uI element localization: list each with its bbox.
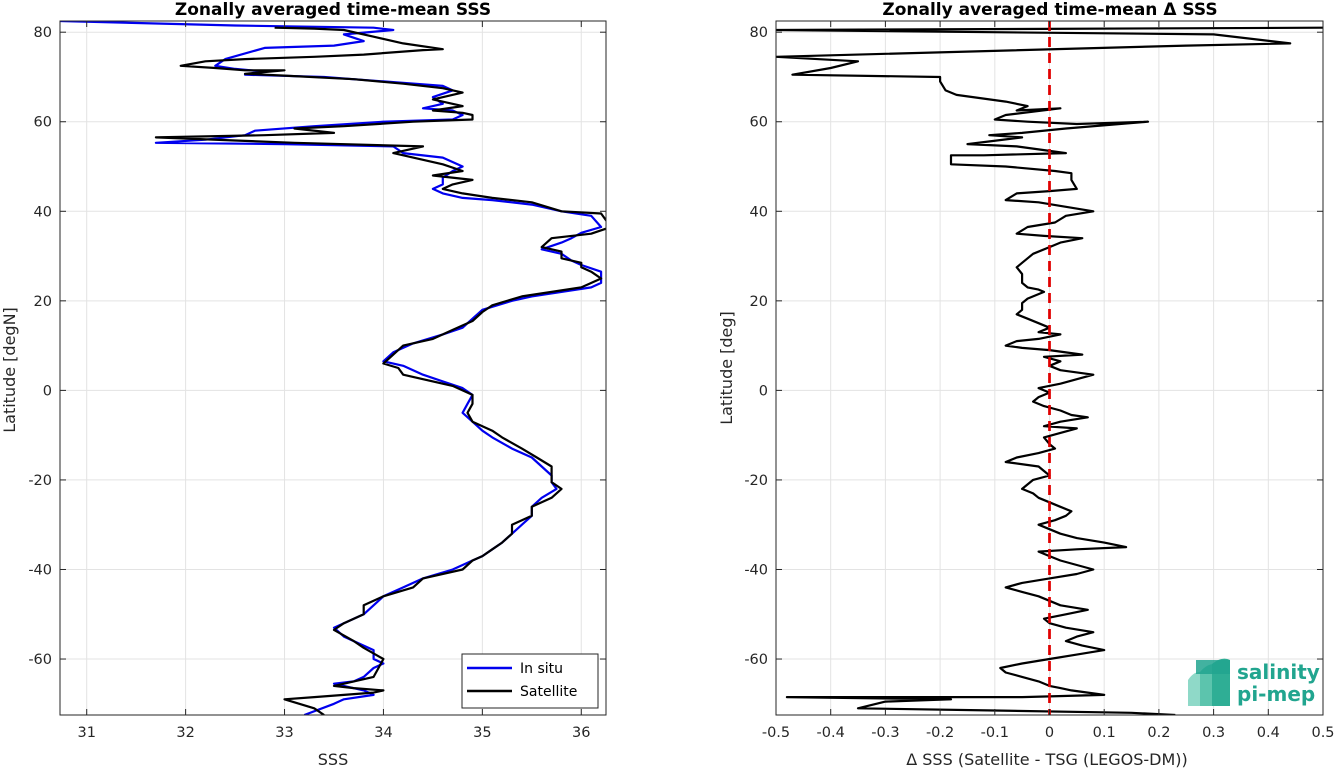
chart-delta-sss-xtick-label: 0.4 — [1257, 725, 1280, 741]
chart-sss-series — [60, 21, 606, 715]
chart-sss-ytick-label: -40 — [28, 562, 52, 578]
chart-delta-sss-xtick-label: 0.2 — [1147, 725, 1170, 741]
chart-sss-xtick-label: 36 — [572, 725, 590, 741]
chart-delta-sss-ytick-label: 20 — [750, 294, 768, 310]
logo-wave-icon — [1188, 658, 1230, 706]
chart-sss-ticks: 31 32 33 34 35 36 -60 -40 -20 0 20 40 60 80 — [28, 21, 606, 741]
chart-sss-xtick-label: 34 — [374, 725, 392, 741]
chart-delta-sss-ytick-label: 80 — [750, 25, 768, 41]
chart-delta-sss-xlabel: Δ SSS (Satellite - TSG (LEGOS-DM)) — [906, 750, 1188, 769]
chart-delta-sss-xtick-label: -0.1 — [981, 725, 1009, 741]
chart-delta-sss-series-delta — [776, 26, 1323, 715]
chart-delta-sss-ytick-label: -40 — [744, 562, 768, 578]
chart-sss-ylabel: Latitude [degN] — [0, 307, 19, 433]
chart-sss-xlabel: SSS — [318, 750, 348, 769]
chart-delta-sss-series — [776, 21, 1323, 715]
legend: In situ Satellite — [461, 653, 599, 709]
chart-sss-xtick-label: 33 — [275, 725, 293, 741]
chart-delta-sss-xtick-label: -0.2 — [926, 725, 954, 741]
chart-sss-ytick-label: 80 — [34, 25, 52, 41]
chart-sss-xtick-label: 35 — [473, 725, 491, 741]
chart-delta-sss-ytick-label: -60 — [744, 652, 768, 668]
chart-delta-sss-ticks: -0.5 -0.4 -0.3 -0.2 -0.1 0 0.1 0.2 0.3 0.4 0.5 -60 -… — [744, 21, 1335, 741]
chart-sss-grid — [60, 21, 606, 715]
salinity-pi-mep-logo: salinity pi-mep — [1188, 658, 1320, 706]
chart-delta-sss-ytick-label: -20 — [744, 473, 768, 489]
chart-delta-sss-ylabel: Latitude [deg] — [717, 311, 736, 425]
legend-label-in-situ: In situ — [520, 661, 563, 677]
chart-sss-xtick-label: 31 — [77, 725, 95, 741]
chart-sss: 31 32 33 34 35 36 -60 -40 -20 0 20 40 60 80 Zonally a… — [0, 0, 607, 769]
chart-delta-sss-xtick-label: 0 — [1045, 725, 1054, 741]
chart-delta-sss-xtick-label: -0.3 — [871, 725, 899, 741]
chart-delta-sss-ytick-label: 40 — [750, 204, 768, 220]
chart-sss-axes-box — [59, 20, 607, 716]
chart-delta-sss-title: Zonally averaged time-mean Δ SSS — [882, 0, 1217, 20]
chart-sss-series-satellite — [154, 26, 606, 715]
chart-delta-sss-ytick-label: 60 — [750, 115, 768, 131]
chart-sss-ytick-label: 20 — [34, 294, 52, 310]
chart-sss-xtick-label: 32 — [176, 725, 194, 741]
logo-text-pi-mep: pi-mep — [1237, 682, 1315, 706]
chart-sss-ytick-label: 40 — [34, 204, 52, 220]
chart-sss-ytick-label: 0 — [43, 383, 52, 399]
logo-text-salinity: salinity — [1237, 660, 1320, 684]
chart-sss-title: Zonally averaged time-mean SSS — [175, 0, 491, 20]
chart-delta-sss-xtick-label: 0.1 — [1093, 725, 1116, 741]
chart-delta-sss-xtick-label: 0.3 — [1202, 725, 1225, 741]
chart-sss-ytick-label: -20 — [28, 473, 52, 489]
chart-sss-plot-area — [60, 21, 606, 715]
chart-delta-sss-xtick-label: -0.5 — [762, 725, 790, 741]
chart-sss-ytick-label: -60 — [28, 652, 52, 668]
chart-delta-sss-ytick-label: 0 — [759, 383, 768, 399]
chart-sss-ytick-label: 60 — [34, 115, 52, 131]
chart-sss-series-in-situ — [60, 21, 603, 715]
chart-delta-sss-xtick-label: 0.5 — [1311, 725, 1334, 741]
chart-delta-sss: -0.5 -0.4 -0.3 -0.2 -0.1 0 0.1 0.2 0.3 0.4 0.5 -60 -… — [717, 0, 1335, 769]
legend-label-satellite: Satellite — [520, 684, 577, 700]
legend-box — [461, 653, 599, 709]
chart-delta-sss-xtick-label: -0.4 — [817, 725, 845, 741]
